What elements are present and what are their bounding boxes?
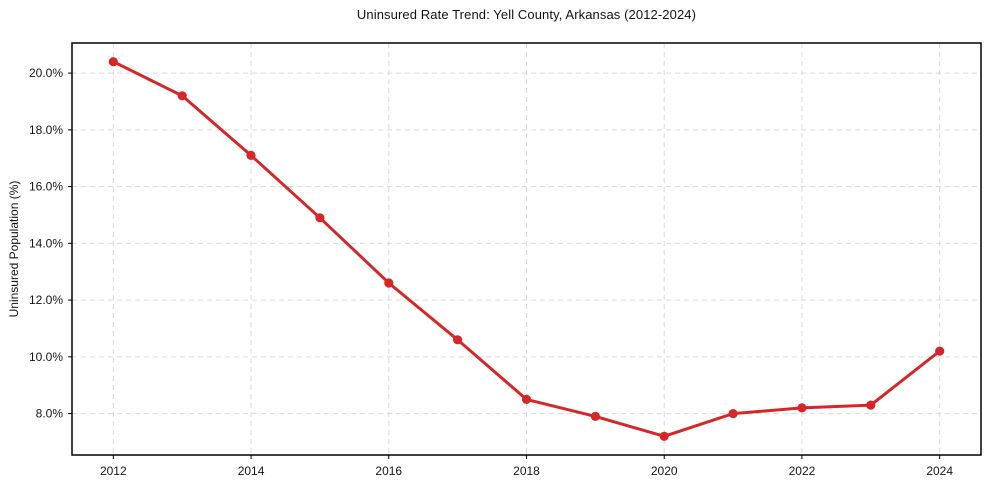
data-point bbox=[246, 150, 256, 160]
y-tick-label: 16.0% bbox=[29, 180, 63, 194]
y-tick-label: 20.0% bbox=[29, 66, 63, 80]
data-point bbox=[177, 91, 187, 101]
y-tick-label: 18.0% bbox=[29, 123, 63, 137]
plot-border bbox=[71, 42, 982, 456]
x-tick-label: 2018 bbox=[513, 464, 540, 478]
y-tick-label: 14.0% bbox=[29, 236, 63, 250]
data-point bbox=[384, 278, 394, 288]
data-point bbox=[521, 394, 532, 404]
data-point bbox=[659, 431, 669, 441]
x-tick-label: 2012 bbox=[100, 464, 127, 478]
data-point bbox=[728, 409, 738, 419]
x-tick-label: 2016 bbox=[375, 464, 402, 478]
y-tick-label: 12.0% bbox=[29, 293, 63, 307]
x-tick-label: 2020 bbox=[651, 464, 678, 478]
data-point bbox=[866, 400, 876, 410]
data-point bbox=[108, 57, 118, 67]
chart-title: Uninsured Rate Trend: Yell County, Arkan… bbox=[356, 7, 697, 22]
y-tick-label: 10.0% bbox=[29, 350, 63, 364]
x-tick-label: 2014 bbox=[238, 464, 265, 478]
x-tick-label: 2024 bbox=[926, 464, 953, 478]
data-point bbox=[590, 411, 601, 421]
x-tick-label: 2022 bbox=[789, 464, 816, 478]
y-tick-label: 8.0% bbox=[36, 407, 64, 421]
data-point bbox=[453, 335, 463, 345]
data-point bbox=[797, 403, 807, 413]
data-point bbox=[935, 346, 945, 356]
data-point bbox=[315, 213, 325, 223]
